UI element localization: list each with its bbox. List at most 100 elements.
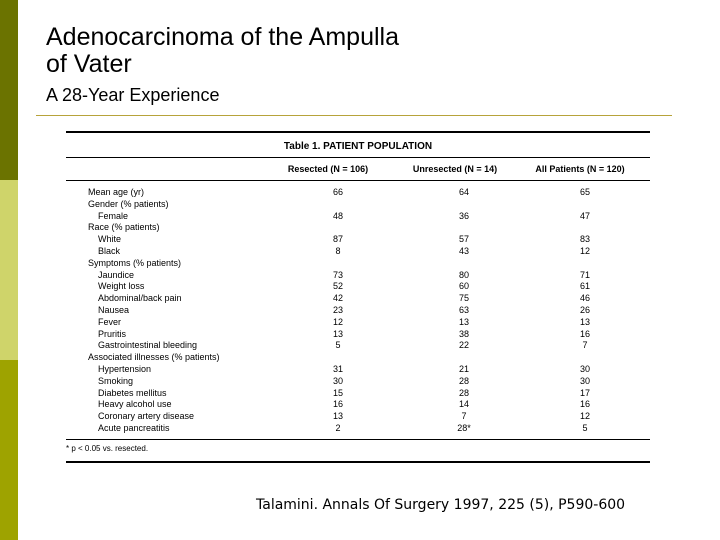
- table-row: Abdominal/back pain 42 75 46: [66, 293, 650, 305]
- row-label: Mean age (yr): [88, 187, 145, 197]
- row-label: Gender (% patients): [88, 198, 169, 209]
- table-body: Mean age (yr) 66 64 65 Gender (% patients) Fe…: [66, 181, 650, 439]
- row-label: Abdominal/back pain: [98, 293, 182, 304]
- cell-all-patients: 83: [579, 234, 590, 245]
- cell-resected: 8: [335, 245, 341, 256]
- row-label: Nausea: [98, 304, 130, 315]
- cell-resected: 48: [332, 210, 343, 221]
- cell-unresected: 57: [458, 234, 469, 245]
- cell-resected: 13: [332, 328, 343, 339]
- cell-all-patients: 65: [579, 187, 590, 197]
- row-label: Pruritis: [98, 328, 127, 339]
- cell-resected: 66: [332, 187, 343, 197]
- table-row: Female 48 36 47: [66, 211, 650, 223]
- table-row: Heavy alcohol use 16 14 16: [66, 399, 650, 411]
- cell-all-patients: 71: [579, 269, 590, 280]
- cell-resected: 12: [332, 316, 343, 327]
- table-row: Weight loss 52 60 61: [66, 281, 650, 293]
- header-rule: [66, 180, 650, 181]
- cell-unresected: 64: [458, 187, 469, 197]
- table-row: Nausea 23 63 26: [66, 305, 650, 317]
- cell-resected: 13: [332, 411, 343, 422]
- cell-resected: 5: [335, 340, 341, 351]
- slide-subtitle: A 28-Year Experience: [46, 85, 220, 105]
- cell-resected: 2: [335, 422, 341, 433]
- cell-unresected: 60: [458, 281, 469, 292]
- cell-all-patients: 7: [582, 340, 588, 351]
- cell-all-patients: 17: [579, 387, 590, 398]
- table-row: White 87 57 83: [66, 234, 650, 246]
- cell-unresected: 75: [458, 293, 469, 304]
- cell-resected: 42: [332, 293, 343, 304]
- table-row: Race (% patients): [66, 222, 650, 234]
- table-row: Gastrointestinal bleeding 5 22 7: [66, 340, 650, 352]
- cell-all-patients: 46: [579, 293, 590, 304]
- slide-title: Adenocarcinoma of the Ampulla of Vater: [46, 24, 399, 78]
- cell-resected: 73: [332, 269, 343, 280]
- table-row: Associated illnesses (% patients): [66, 352, 650, 364]
- header-unresected: Unresected (N = 14): [412, 164, 498, 174]
- cell-all-patients: 16: [579, 328, 590, 339]
- table-row: Acute pancreatitis 2 28* 5: [66, 423, 650, 435]
- row-label: Race (% patients): [88, 222, 160, 233]
- row-label: Heavy alcohol use: [98, 399, 172, 410]
- cell-unresected: 43: [458, 245, 469, 256]
- cell-all-patients: 13: [579, 316, 590, 327]
- slide-title-line-2: of Vater: [46, 50, 132, 78]
- table-row: Smoking 30 28 30: [66, 376, 650, 388]
- table-header-row: Resected (N = 106) Unresected (N = 14) A…: [66, 158, 650, 180]
- table-row: Mean age (yr) 66 64 65: [66, 187, 650, 199]
- caption-rule: [66, 157, 650, 158]
- cell-unresected: [400, 258, 510, 270]
- cell-all-patients: 12: [579, 245, 590, 256]
- footnote-rule: [66, 438, 650, 440]
- cell-all-patients: 61: [579, 281, 590, 292]
- cell-all-patients: 16: [579, 399, 590, 410]
- table-footnote: * p < 0.05 vs. resected.: [66, 443, 149, 453]
- cell-all-patients: 47: [579, 210, 590, 221]
- row-label: Jaundice: [98, 269, 135, 280]
- slide-title-line-1: Adenocarcinoma of the Ampulla: [46, 23, 399, 51]
- cell-unresected: [400, 199, 510, 211]
- cell-all-patients: [510, 222, 650, 234]
- header-all-patients: All Patients (N = 120): [535, 164, 625, 174]
- cell-resected: 31: [332, 363, 343, 374]
- decorative-bar-bottom: [0, 360, 18, 540]
- cell-all-patients: 12: [579, 411, 590, 422]
- table-top-rule: [66, 131, 650, 133]
- table-row: Diabetes mellitus 15 28 17: [66, 388, 650, 400]
- cell-unresected: 22: [458, 340, 469, 351]
- cell-resected: [256, 199, 400, 211]
- patient-population-table: Table 1. PATIENT POPULATION Resected (N …: [66, 131, 650, 463]
- decorative-bar-middle: [0, 180, 18, 360]
- cell-resected: 16: [332, 399, 343, 410]
- row-label: Smoking: [98, 375, 134, 386]
- table-caption: Table 1. PATIENT POPULATION: [283, 141, 433, 152]
- cell-resected: [256, 258, 400, 270]
- cell-unresected: 63: [458, 304, 469, 315]
- cell-all-patients: 30: [579, 363, 590, 374]
- header-resected: Resected (N = 106): [287, 164, 369, 174]
- citation: Talamini. Annals Of Surgery 1997, 225 (5…: [256, 497, 626, 513]
- table-row: Black 8 43 12: [66, 246, 650, 258]
- cell-resected: [256, 352, 400, 364]
- title-divider: [36, 115, 672, 116]
- row-label: Weight loss: [98, 281, 145, 292]
- cell-all-patients: [510, 352, 650, 364]
- cell-resected: 52: [332, 281, 343, 292]
- row-label: Associated illnesses (% patients): [88, 352, 220, 363]
- table-row: Gender (% patients): [66, 199, 650, 211]
- row-label: Black: [98, 245, 121, 256]
- table-row: Coronary artery disease 13 7 12: [66, 411, 650, 423]
- table-bottom-rule: [66, 460, 650, 463]
- cell-unresected: 28*: [457, 422, 471, 433]
- cell-unresected: [400, 222, 510, 234]
- table-row: Fever 12 13 13: [66, 317, 650, 329]
- cell-all-patients: 26: [579, 304, 590, 315]
- row-label: White: [98, 234, 122, 245]
- cell-unresected: 28: [458, 387, 469, 398]
- cell-resected: 15: [332, 387, 343, 398]
- cell-all-patients: [510, 199, 650, 211]
- cell-unresected: 28: [458, 375, 469, 386]
- cell-resected: 87: [332, 234, 343, 245]
